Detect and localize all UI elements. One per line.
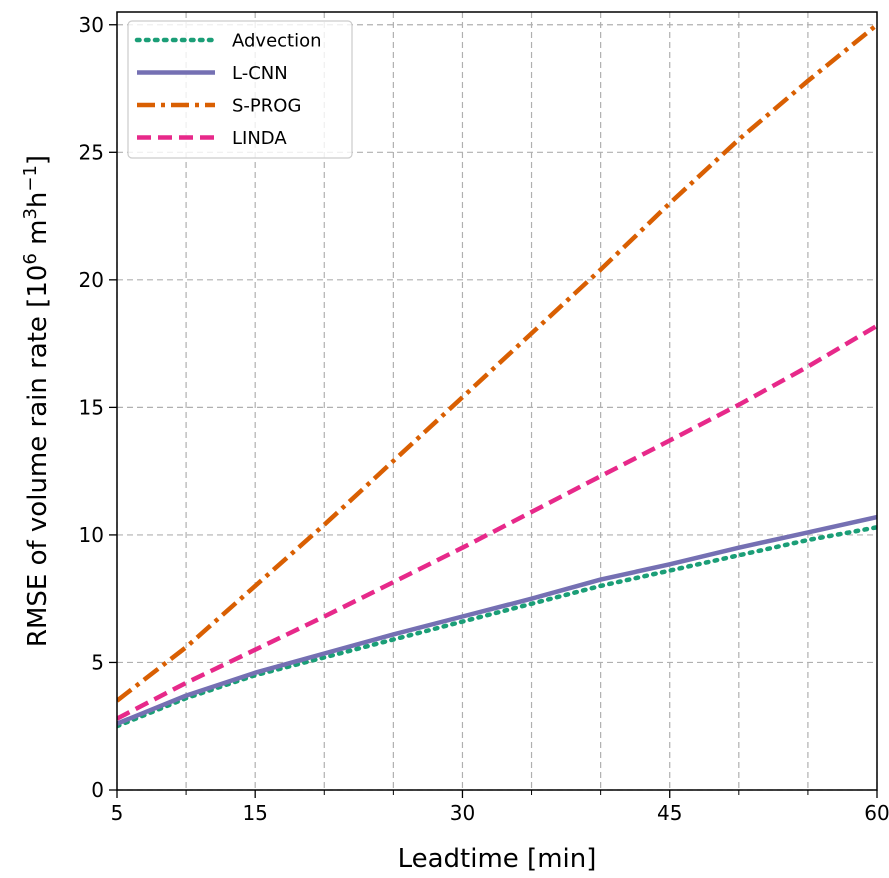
y-axis-label-base: RMSE of volume rain rate [10: [23, 265, 53, 648]
plot-frame: [116, 11, 878, 791]
legend-label: Advection: [232, 31, 322, 52]
legend-label: LINDA: [232, 128, 287, 149]
y-axis-label-mid-2: h: [23, 192, 53, 208]
x-tick-label: 5: [111, 801, 124, 825]
y-axis-label-mid: m: [23, 220, 53, 254]
y-tick-label: 30: [79, 13, 104, 37]
legend-box: [127, 20, 353, 159]
legend-label: S-PROG: [232, 96, 301, 117]
series-line-l-cnn: [117, 514, 877, 726]
y-tick-label: 15: [79, 395, 104, 419]
y-tick-label: 10: [79, 523, 104, 547]
x-axis-label: Leadtime [min]: [398, 844, 597, 874]
y-tick-label: 0: [91, 778, 104, 802]
y-tick-label: 5: [91, 650, 104, 674]
x-tick-label: 45: [657, 801, 682, 825]
y-axis-label: RMSE of volume rain rate [106 m3h−1]: [20, 155, 53, 647]
legend: Advection L-CNN S-PROG LINDA: [127, 20, 353, 159]
series-line-advection: [117, 525, 877, 729]
y-axis-label-exp-2: 3: [20, 208, 41, 219]
x-tick-label: 30: [450, 801, 475, 825]
y-axis-label-end: ]: [23, 155, 53, 165]
x-tick-label: 15: [242, 801, 267, 825]
x-tick-label: 60: [864, 801, 889, 825]
y-tick-label: 20: [79, 268, 104, 292]
y-axis-label-exp-3: −1: [20, 165, 41, 192]
y-tick-label: 25: [79, 140, 104, 164]
series-line-linda: [117, 323, 877, 721]
legend-label: L-CNN: [232, 63, 288, 84]
series-layer: [117, 23, 877, 729]
series-line-s-prog: [117, 23, 877, 703]
y-axis-label-exp-1: 6: [20, 253, 41, 264]
